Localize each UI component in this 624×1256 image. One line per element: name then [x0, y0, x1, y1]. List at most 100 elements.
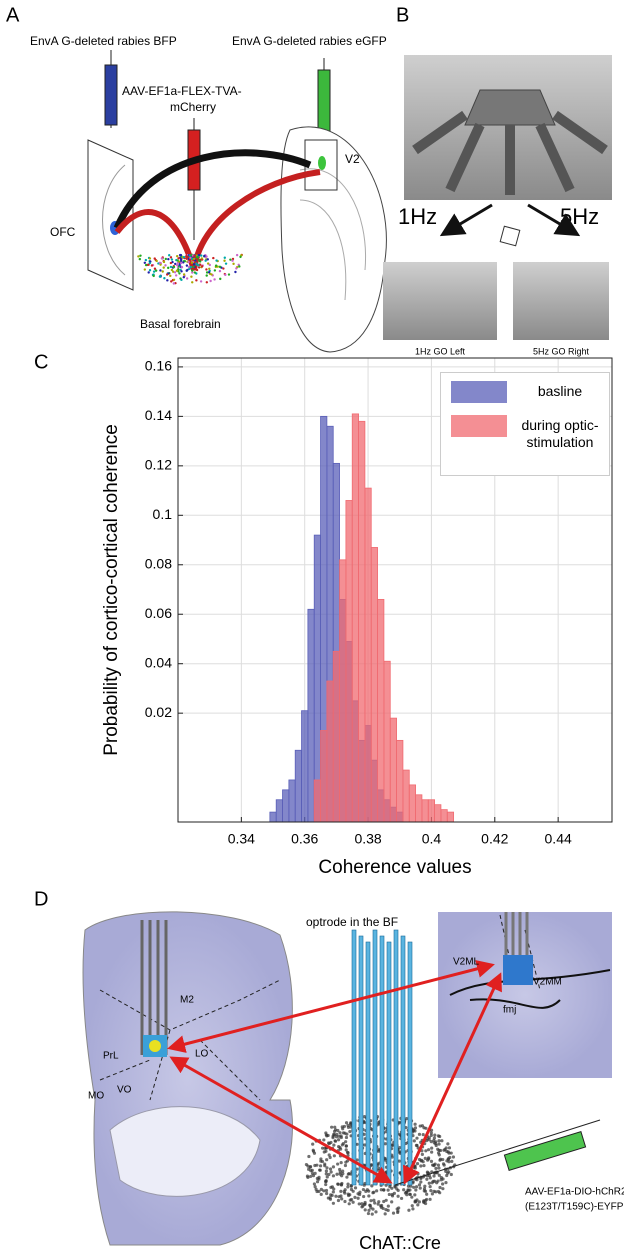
dot	[148, 261, 152, 265]
panel-label: C	[34, 351, 48, 373]
dot	[340, 1181, 344, 1186]
dot	[218, 269, 222, 273]
dot	[206, 262, 210, 265]
dot	[203, 254, 206, 258]
dot	[344, 1144, 348, 1148]
y-tick-label: 0.16	[145, 358, 172, 374]
dot	[410, 1204, 414, 1208]
dot	[163, 277, 166, 280]
dot	[169, 274, 172, 278]
dot	[324, 1133, 328, 1137]
legend-swatch	[451, 381, 507, 403]
y-tick-label: 0.12	[145, 457, 172, 473]
dot	[376, 1202, 380, 1206]
dot	[371, 1191, 375, 1195]
bar	[326, 680, 334, 823]
x-tick-label: 0.42	[481, 831, 508, 847]
dot	[162, 260, 166, 264]
label: V2	[345, 152, 360, 166]
dot	[317, 1189, 321, 1193]
arrow	[527, 203, 581, 237]
dot	[324, 1179, 328, 1183]
dot	[424, 1149, 428, 1153]
region-label: PrL	[103, 1051, 119, 1062]
optrode	[372, 929, 378, 1186]
label: AAV-EF1a-DIO-hChR2	[525, 1187, 624, 1198]
dot	[397, 1121, 401, 1125]
dot	[451, 1155, 456, 1159]
dot	[306, 1175, 310, 1180]
dot	[304, 1162, 309, 1167]
dot	[446, 1142, 450, 1146]
dot	[336, 1182, 340, 1186]
dot	[162, 266, 165, 269]
optrode	[365, 941, 371, 1186]
dot	[408, 1192, 412, 1196]
dot	[144, 263, 148, 267]
dot	[148, 269, 152, 272]
region-label: LO	[195, 1049, 209, 1060]
dot	[340, 1143, 344, 1147]
dot	[193, 271, 197, 274]
dot	[448, 1155, 452, 1160]
dot	[397, 1206, 401, 1210]
dot	[425, 1177, 429, 1181]
dot	[150, 264, 154, 267]
dot	[337, 1145, 341, 1149]
dot	[186, 255, 189, 259]
dot	[325, 1158, 329, 1162]
dot	[137, 255, 140, 258]
dot	[430, 1150, 434, 1154]
dot	[214, 264, 218, 267]
dot	[153, 257, 156, 260]
dot	[330, 1185, 334, 1189]
dot	[197, 264, 200, 267]
dot	[382, 1188, 386, 1192]
bar	[301, 710, 309, 823]
optrode	[379, 935, 385, 1186]
dot	[386, 1188, 390, 1192]
panel-label: B	[396, 4, 409, 26]
dot	[396, 1194, 400, 1198]
dot	[208, 267, 211, 270]
region-label: fmj	[503, 1005, 516, 1016]
dot	[169, 261, 173, 265]
y-tick-label: 0.06	[145, 605, 172, 621]
dot	[326, 1196, 330, 1200]
dot	[422, 1163, 426, 1168]
dot	[152, 270, 156, 273]
bar	[288, 779, 296, 823]
dot	[430, 1163, 435, 1167]
bar	[421, 799, 429, 823]
dot	[360, 1202, 364, 1206]
dot	[367, 1194, 371, 1198]
dot	[311, 1149, 316, 1153]
connection-arrow	[169, 1056, 393, 1184]
dot	[346, 1185, 350, 1189]
dot	[207, 271, 211, 274]
dot	[153, 267, 157, 270]
bar	[313, 534, 321, 823]
dot	[423, 1184, 427, 1188]
panel-label: A	[6, 4, 20, 26]
dot	[379, 1188, 383, 1192]
bar	[345, 500, 353, 823]
dot	[205, 268, 208, 271]
dot	[328, 1167, 333, 1171]
dot	[437, 1139, 441, 1143]
dot	[324, 1149, 328, 1153]
bar	[370, 547, 378, 823]
dot	[172, 282, 176, 285]
dot	[170, 258, 174, 261]
dot	[334, 1194, 338, 1198]
dot	[393, 1185, 397, 1189]
dot	[195, 279, 198, 282]
dot	[353, 1186, 358, 1190]
bar	[415, 794, 423, 823]
dot	[185, 277, 189, 280]
dot	[341, 1169, 345, 1173]
heatmap	[503, 955, 533, 985]
optrode	[351, 929, 357, 1186]
dot	[155, 259, 158, 263]
plot-frame	[177, 357, 613, 823]
